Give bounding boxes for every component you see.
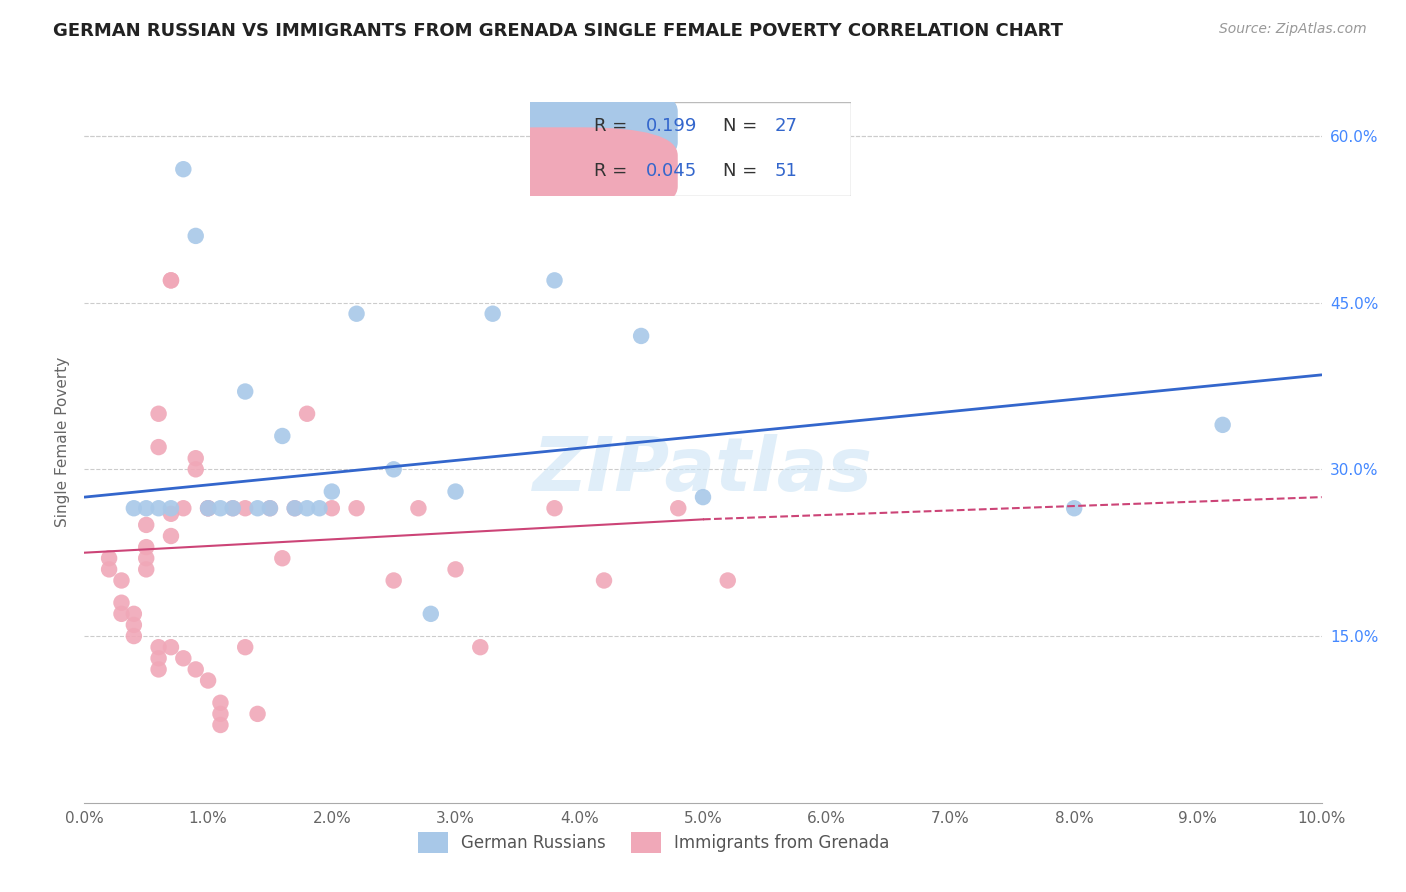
Point xyxy=(284,501,307,516)
Point xyxy=(321,501,343,516)
Point xyxy=(246,706,269,721)
Legend: German Russians, Immigrants from Grenada: German Russians, Immigrants from Grenada xyxy=(411,826,896,860)
Point xyxy=(717,574,740,588)
Point xyxy=(160,640,183,655)
Point xyxy=(148,440,170,454)
Point xyxy=(160,529,183,543)
Point xyxy=(197,501,219,516)
Point xyxy=(346,307,368,321)
Point xyxy=(172,501,194,516)
Point xyxy=(246,501,269,516)
Point xyxy=(184,228,207,243)
Point xyxy=(233,501,256,516)
Point xyxy=(444,562,467,576)
Point xyxy=(1212,417,1234,432)
Text: ZIPatlas: ZIPatlas xyxy=(533,434,873,507)
Point xyxy=(630,329,652,343)
Point xyxy=(543,501,565,516)
Point xyxy=(408,501,430,516)
Point xyxy=(172,651,194,665)
Point xyxy=(160,507,183,521)
Point xyxy=(135,540,157,554)
Point xyxy=(122,629,145,643)
Point xyxy=(346,501,368,516)
Point xyxy=(295,407,318,421)
Point xyxy=(222,501,245,516)
Point xyxy=(122,607,145,621)
Point xyxy=(444,484,467,499)
Point xyxy=(148,407,170,421)
Point xyxy=(110,574,132,588)
Point xyxy=(382,462,405,476)
Point xyxy=(184,451,207,466)
Point xyxy=(593,574,616,588)
Point xyxy=(470,640,492,655)
Point xyxy=(209,501,232,516)
Text: GERMAN RUSSIAN VS IMMIGRANTS FROM GRENADA SINGLE FEMALE POVERTY CORRELATION CHAR: GERMAN RUSSIAN VS IMMIGRANTS FROM GRENAD… xyxy=(53,22,1063,40)
Point xyxy=(259,501,281,516)
Point xyxy=(233,384,256,399)
Point xyxy=(110,596,132,610)
Point xyxy=(184,462,207,476)
Y-axis label: Single Female Poverty: Single Female Poverty xyxy=(55,357,70,526)
Point xyxy=(692,490,714,504)
Point xyxy=(148,651,170,665)
Point xyxy=(382,574,405,588)
Point xyxy=(122,618,145,632)
Point xyxy=(1063,501,1085,516)
Point xyxy=(148,501,170,516)
Text: Source: ZipAtlas.com: Source: ZipAtlas.com xyxy=(1219,22,1367,37)
Point xyxy=(148,640,170,655)
Point xyxy=(98,551,121,566)
Point xyxy=(197,673,219,688)
Point xyxy=(419,607,441,621)
Point xyxy=(543,273,565,287)
Point xyxy=(110,607,132,621)
Point xyxy=(135,501,157,516)
Point xyxy=(197,501,219,516)
Point xyxy=(172,162,194,177)
Point xyxy=(233,640,256,655)
Point xyxy=(481,307,503,321)
Point xyxy=(122,501,145,516)
Point xyxy=(209,706,232,721)
Point xyxy=(184,662,207,676)
Point xyxy=(135,562,157,576)
Point xyxy=(135,517,157,532)
Point xyxy=(271,429,294,443)
Point xyxy=(222,501,245,516)
Point xyxy=(308,501,330,516)
Point xyxy=(271,551,294,566)
Point xyxy=(135,551,157,566)
Point xyxy=(209,696,232,710)
Point xyxy=(148,662,170,676)
Point xyxy=(295,501,318,516)
Point xyxy=(666,501,689,516)
Point xyxy=(160,501,183,516)
Point xyxy=(160,273,183,287)
Point xyxy=(284,501,307,516)
Point xyxy=(259,501,281,516)
Point xyxy=(197,501,219,516)
Point xyxy=(160,273,183,287)
Point xyxy=(209,718,232,732)
Point xyxy=(98,562,121,576)
Point xyxy=(321,484,343,499)
